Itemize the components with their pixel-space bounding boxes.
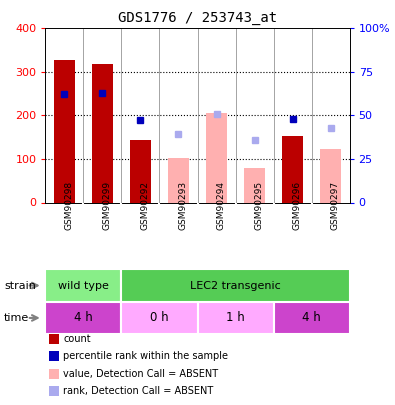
- Bar: [130, 140, 151, 202]
- Text: 4 h: 4 h: [302, 311, 321, 324]
- Text: GSM90296: GSM90296: [293, 181, 301, 230]
- Text: GSM90297: GSM90297: [331, 181, 340, 230]
- Bar: [198, 302, 274, 334]
- Bar: [92, 64, 113, 202]
- Bar: [206, 113, 227, 202]
- Text: GSM90294: GSM90294: [216, 181, 226, 230]
- Bar: [45, 269, 122, 302]
- Text: count: count: [63, 334, 91, 344]
- Text: value, Detection Call = ABSENT: value, Detection Call = ABSENT: [63, 369, 218, 379]
- Text: GSM90292: GSM90292: [141, 181, 149, 230]
- Bar: [122, 302, 198, 334]
- Text: rank, Detection Call = ABSENT: rank, Detection Call = ABSENT: [63, 386, 213, 396]
- Text: 0 h: 0 h: [150, 311, 169, 324]
- Text: GSM90293: GSM90293: [179, 181, 188, 230]
- Title: GDS1776 / 253743_at: GDS1776 / 253743_at: [118, 11, 277, 25]
- Bar: [244, 168, 265, 202]
- Bar: [54, 60, 75, 202]
- Text: 1 h: 1 h: [226, 311, 245, 324]
- Text: GSM90295: GSM90295: [254, 181, 263, 230]
- Text: 4 h: 4 h: [74, 311, 93, 324]
- Bar: [320, 149, 341, 202]
- Bar: [168, 158, 189, 202]
- Bar: [282, 136, 303, 202]
- Bar: [273, 302, 350, 334]
- Text: time: time: [4, 313, 29, 323]
- Bar: [122, 269, 350, 302]
- Bar: [45, 302, 122, 334]
- Text: strain: strain: [4, 281, 36, 290]
- Text: LEC2 transgenic: LEC2 transgenic: [190, 281, 281, 290]
- Text: GSM90298: GSM90298: [64, 181, 73, 230]
- Text: percentile rank within the sample: percentile rank within the sample: [63, 352, 228, 361]
- Text: GSM90299: GSM90299: [102, 181, 111, 230]
- Text: wild type: wild type: [58, 281, 109, 290]
